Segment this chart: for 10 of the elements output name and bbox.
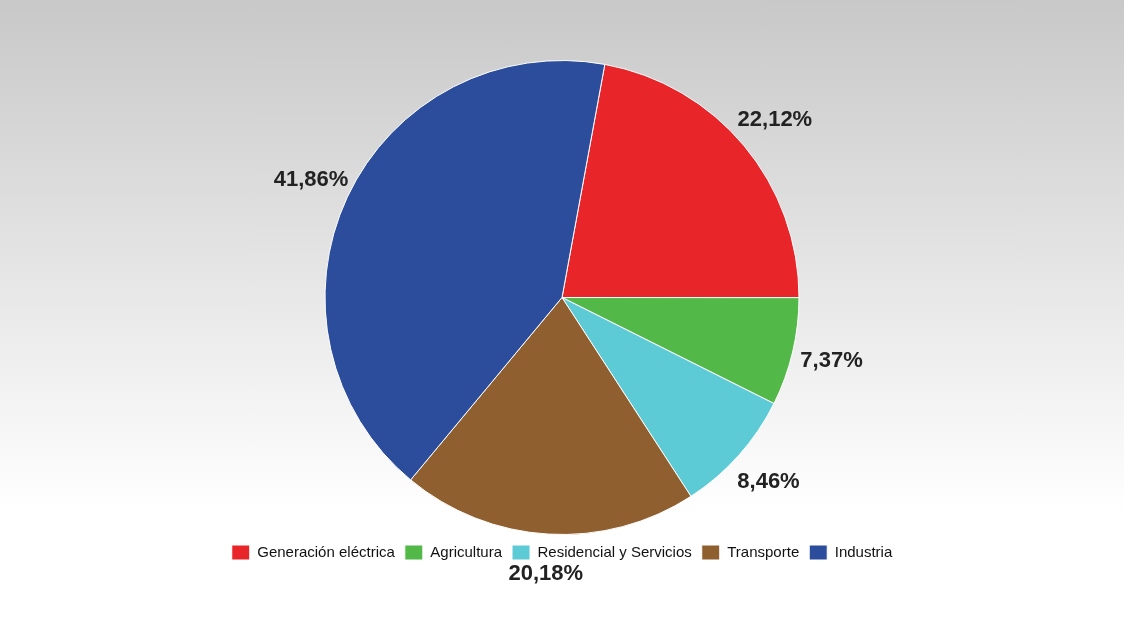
data-label: 22,12% xyxy=(737,106,813,132)
legend-label: Agricultura xyxy=(430,542,503,560)
data-label: 8,46% xyxy=(737,468,800,494)
data-label: 41,86% xyxy=(273,166,349,192)
legend-label: Transporte xyxy=(727,542,800,560)
legend-label: Generación eléctrica xyxy=(257,542,396,560)
data-label: 20,18% xyxy=(508,560,584,586)
legend-label: Industria xyxy=(834,542,893,560)
data-label: 7,37% xyxy=(800,347,863,373)
legend-label: Residencial y Servicios xyxy=(537,542,692,560)
